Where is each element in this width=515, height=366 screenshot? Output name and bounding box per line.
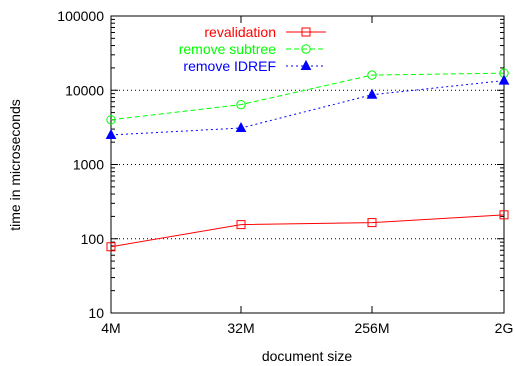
- y-tick-label: 10: [88, 305, 104, 321]
- y-tick-label: 1000: [73, 157, 104, 173]
- triangle-marker: [107, 130, 116, 139]
- series-layer: [107, 69, 509, 251]
- x-tick-label: 2G: [495, 320, 514, 336]
- series-line: [111, 81, 504, 135]
- legend-label: revalidation: [204, 24, 276, 40]
- legend-label: remove IDREF: [183, 58, 276, 74]
- triangle-marker: [500, 76, 509, 85]
- series-line: [111, 215, 504, 247]
- y-tick-label: 100000: [57, 8, 104, 24]
- triangle-marker: [368, 90, 377, 99]
- x-tick-label: 32M: [227, 320, 254, 336]
- y-axis-title: time in microseconds: [7, 99, 23, 231]
- series-revalidation: [107, 211, 508, 251]
- series-remove-subtree: [107, 69, 508, 124]
- x-axis-title: document size: [262, 348, 352, 364]
- triangle-marker: [237, 123, 246, 131]
- series-remove-idref: [107, 76, 509, 139]
- triangle-marker: [302, 61, 311, 70]
- y-axis: 10 100 1000 10000 100000: [57, 8, 504, 321]
- series-line: [111, 73, 504, 120]
- x-tick-label: 256M: [354, 320, 389, 336]
- x-tick-label: 4M: [101, 320, 120, 336]
- y-tick-label: 10000: [65, 82, 104, 98]
- legend-label: remove subtree: [179, 41, 276, 57]
- y-tick-label: 100: [81, 231, 105, 247]
